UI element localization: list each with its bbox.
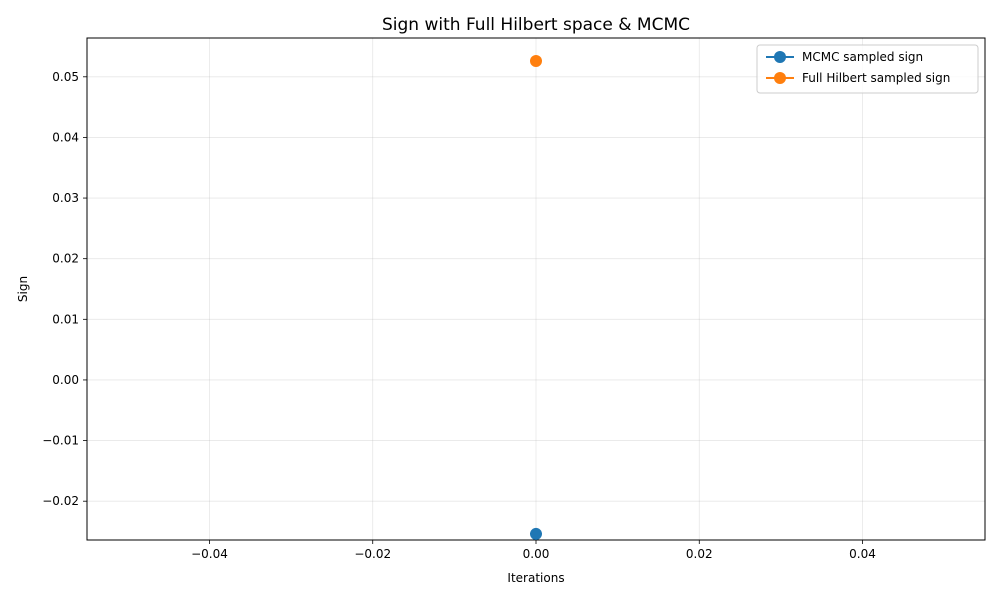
legend-marker xyxy=(774,72,786,84)
legend-label: MCMC sampled sign xyxy=(802,50,923,64)
data-series xyxy=(530,55,542,540)
x-tick-label: 0.00 xyxy=(523,547,550,561)
series-2 xyxy=(530,55,542,68)
legend-marker xyxy=(774,51,786,63)
data-point xyxy=(530,55,542,68)
grid xyxy=(87,38,985,540)
x-tick-label: 0.04 xyxy=(849,547,876,561)
y-tick-label: 0.02 xyxy=(52,252,79,266)
x-tick-label: −0.02 xyxy=(354,547,391,561)
axis-ticks: −0.04 −0.02 0.00 0.02 0.04 −0.02 −0.01 0.00 0.01… xyxy=(42,70,876,561)
data-point xyxy=(530,527,542,540)
x-tick-label: −0.04 xyxy=(191,547,228,561)
series-1 xyxy=(530,527,542,540)
chart-title: Sign with Full Hilbert space & MCMC xyxy=(382,15,690,35)
legend: MCMC sampled sign Full Hilbert sampled si… xyxy=(756,44,979,94)
y-tick-label: −0.02 xyxy=(42,494,79,508)
y-tick-label: 0.01 xyxy=(52,312,79,326)
y-tick-label: 0.00 xyxy=(52,373,79,387)
y-tick-label: −0.01 xyxy=(42,434,79,448)
legend-box xyxy=(756,44,979,94)
y-tick-label: 0.04 xyxy=(52,130,79,144)
y-tick-label: 0.03 xyxy=(52,191,79,205)
x-tick-label: 0.02 xyxy=(686,547,713,561)
y-axis-title: Sign xyxy=(16,276,30,302)
y-tick-label: 0.05 xyxy=(52,70,79,84)
x-axis-title: Iterations xyxy=(507,571,564,585)
legend-label: Full Hilbert sampled sign xyxy=(802,71,950,85)
legend-item: Full Hilbert sampled sign xyxy=(766,71,950,85)
legend-item: MCMC sampled sign xyxy=(766,50,923,64)
